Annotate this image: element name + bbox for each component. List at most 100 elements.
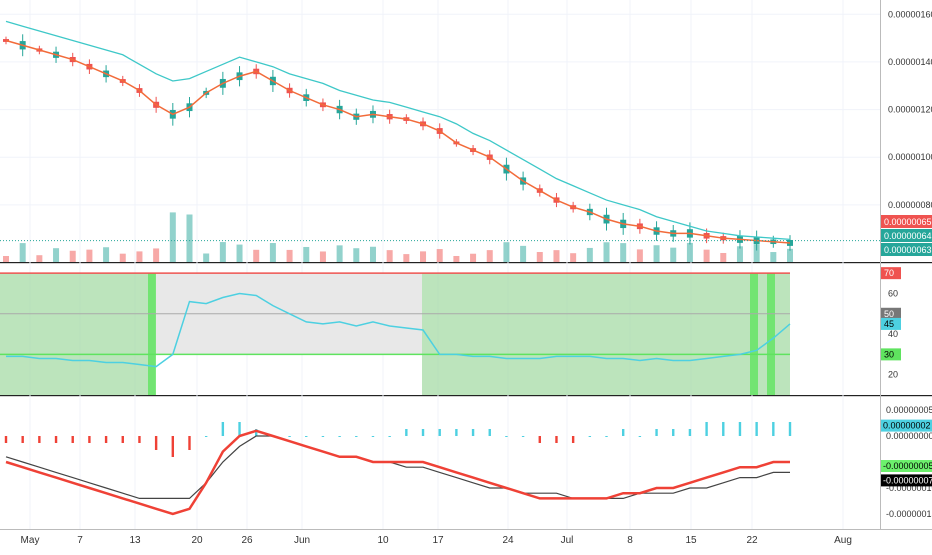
volume-bar [19,243,26,262]
macd-histogram-bar [705,422,708,436]
macd-histogram-bar [571,436,575,443]
volume-bar [436,249,443,262]
price-tag [881,243,932,256]
volume-bar [453,255,460,262]
macd-histogram-bar [621,429,625,436]
macd-histogram-bar [772,422,775,436]
macd-tag [881,460,932,472]
macd-histogram-bar [204,436,208,437]
macd-histogram-bar [71,436,74,443]
price-tick-label: 0.00000080 [888,200,932,210]
ema-slow-line [5,20,791,241]
macd-tag-label: -0.00000007 [883,475,932,485]
time-label: Jun [294,535,310,546]
rsi-line [6,292,791,368]
volume-bar [103,247,110,262]
rsi-signal-bar [148,273,156,395]
macd-histogram-bar [655,429,658,436]
price-tick-label: 0.00000140 [888,57,932,67]
macd-histogram-bar [188,436,191,450]
volume-bar [570,253,577,262]
price-pane[interactable] [0,20,880,262]
macd-histogram-bar [305,436,308,437]
volume-bar [253,249,260,262]
macd-tick-label: -0.00000015 [886,509,932,519]
macd-histogram-bar [221,422,225,436]
volume-bar [603,242,610,262]
macd-pane[interactable] [4,422,792,516]
macd-tick-label: 0.00000000 [886,431,932,441]
rsi-tick-label: 40 [888,329,898,339]
volume-bar [636,249,643,262]
macd-histogram-bar [438,429,441,436]
volume-bar [286,249,293,262]
volume-bar [86,249,93,262]
macd-histogram-bar [54,436,58,443]
volume-bar [503,242,510,262]
macd-histogram-bar [722,422,725,436]
rsi-tick-label: 20 [888,370,898,380]
volume-bar [470,253,477,262]
volume-bar [420,251,427,262]
macd-histogram-bar [588,436,592,437]
macd-histogram-bar [338,436,341,437]
volume-bar [403,254,410,262]
macd-histogram-bar [88,436,91,443]
macd-histogram-bar [104,436,108,443]
macd-histogram-bar [555,436,558,443]
macd-histogram-bar [255,429,258,436]
time-label: Jul [561,535,574,546]
macd-tag [881,474,932,487]
grid [0,0,932,530]
volume-bar [653,245,660,262]
rsi-tag [881,317,901,330]
macd-histogram-bar [605,436,608,437]
macd-tag-label: -0.00000005 [883,461,932,471]
rsi-oversold-region [422,273,790,395]
volume-bar [720,252,727,262]
volume-bar [36,255,43,262]
time-label: 20 [191,535,203,546]
time-scale-border [0,529,932,530]
volume-bar [753,244,760,262]
volume-bar [486,250,493,262]
volume-bar [186,214,193,262]
time-label: 26 [241,535,253,546]
volume-bar [3,256,9,262]
time-label: 8 [627,535,633,546]
volume-bar [369,246,376,262]
volume-bar [269,243,276,262]
rsi-tag-label: 30 [884,349,894,359]
macd-histogram-bar [755,422,758,436]
volume-bar [736,246,743,262]
rsi-tag [881,307,901,320]
rsi-pane[interactable] [0,272,791,395]
macd-histogram-bar [638,436,642,437]
macd-histogram-bar [371,436,375,437]
price-tag-label: 0.00000064 [884,231,932,241]
volume-bar [553,250,560,262]
rsi-tag [881,267,901,280]
volume-bar [119,253,126,262]
macd-histogram-bar [538,436,541,443]
macd-histogram-bar [154,436,158,450]
macd-histogram-bar [121,436,124,443]
volume-bar [386,250,393,262]
rsi-tag-label: 70 [884,268,894,278]
macd-histogram-bar [738,422,742,436]
volume-bar [703,249,710,262]
candle[interactable] [787,239,793,246]
candle[interactable] [3,39,9,42]
macd-histogram-bar [788,422,792,436]
price-tick-label: 0.00000120 [888,105,932,115]
time-label: 13 [129,535,141,546]
volume-bar [686,242,693,262]
macd-histogram-bar [171,436,175,457]
volume-bar [303,246,310,262]
time-label: 24 [502,535,514,546]
macd-histogram-bar [21,436,24,443]
volume-bar [219,242,226,262]
volume-bar [353,248,360,262]
